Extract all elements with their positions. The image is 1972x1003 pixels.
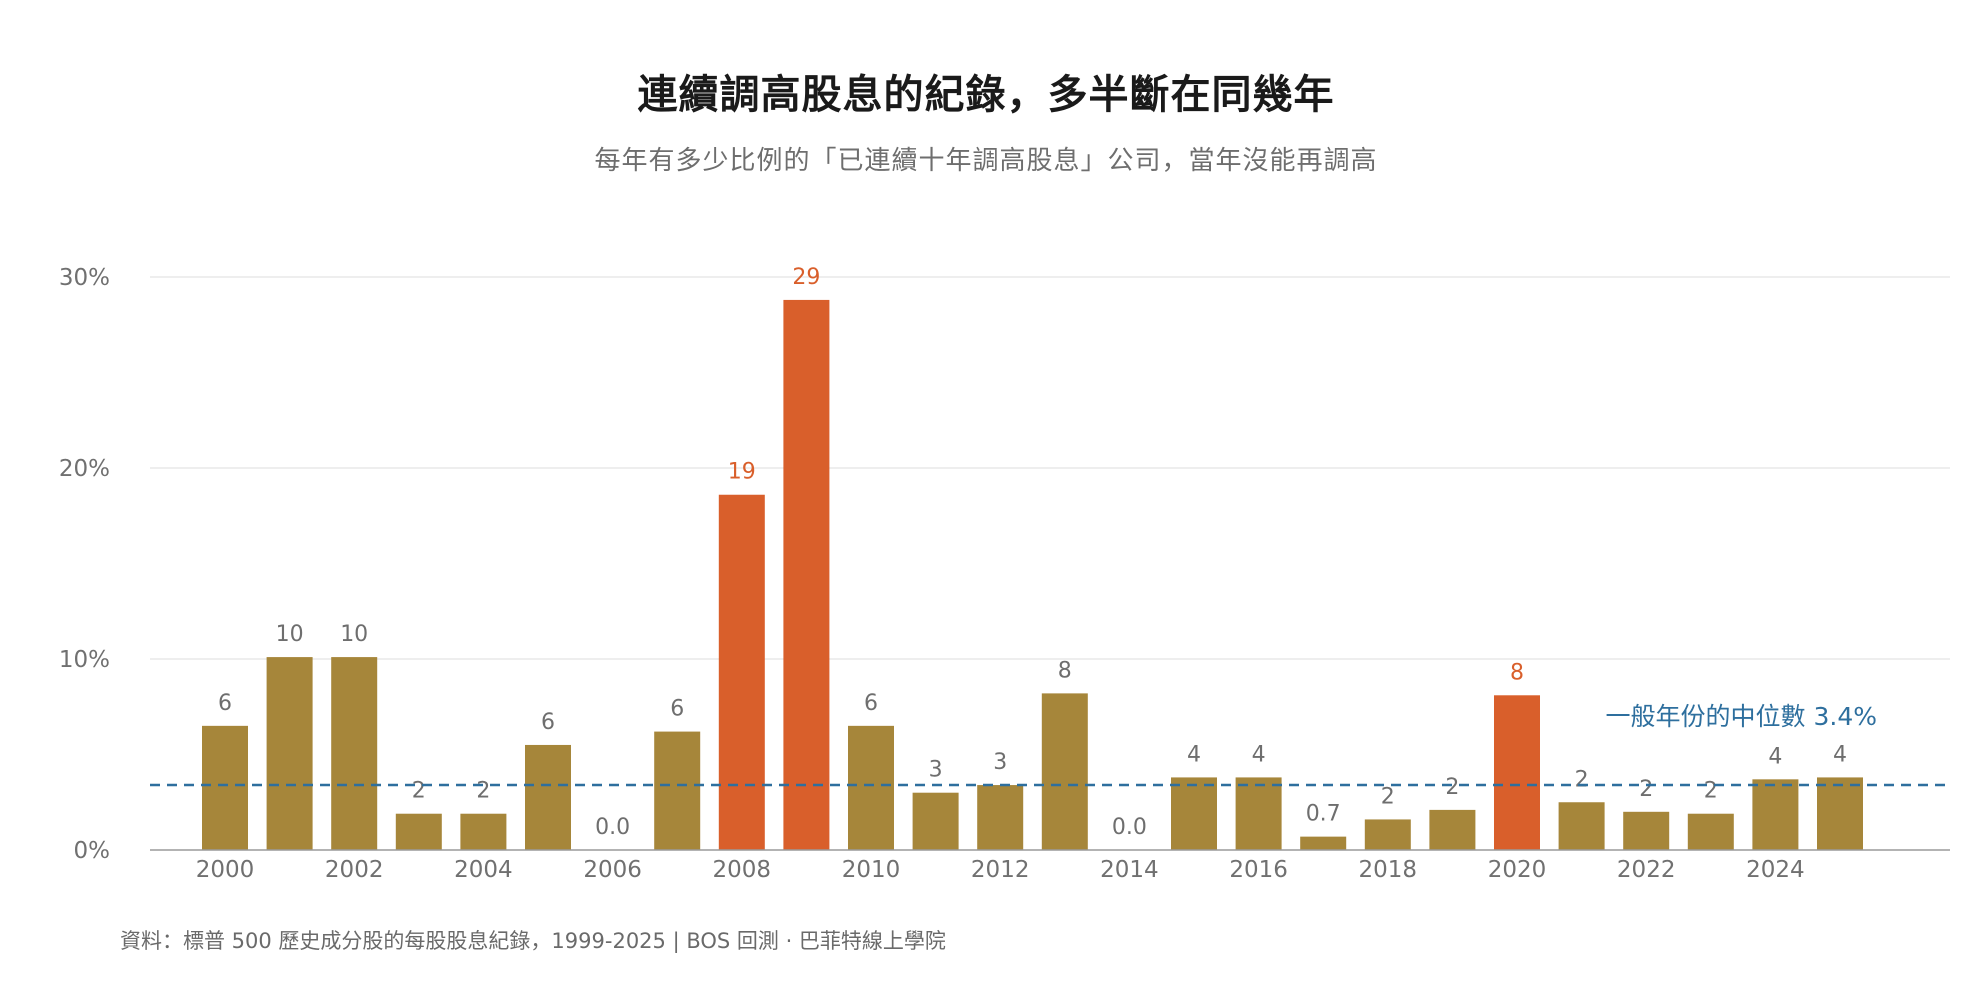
bar	[977, 785, 1024, 850]
data-label: 0.0	[1112, 815, 1147, 840]
bar	[266, 657, 313, 850]
data-label: 8	[1510, 660, 1524, 685]
bar	[1494, 695, 1540, 850]
median-line-group: 一般年份的中位數 3.4%	[150, 702, 1950, 787]
y-tick-label: 0%	[74, 838, 111, 864]
bar	[1558, 802, 1605, 850]
data-label: 2	[476, 779, 490, 804]
data-label: 2	[1381, 784, 1395, 809]
data-label: 2	[1575, 767, 1589, 792]
bar	[1171, 777, 1217, 850]
bars	[202, 299, 1863, 850]
bar	[1687, 813, 1734, 850]
x-tick-label: 2006	[583, 857, 642, 883]
data-label: 8	[1058, 658, 1072, 683]
data-label: 3	[993, 750, 1007, 775]
y-tick-label: 10%	[59, 647, 110, 673]
source-note: 資料：標普 500 歷史成分股的每股股息紀錄，1999-2025 | BOS 回…	[120, 929, 946, 953]
x-tick-label: 2002	[325, 857, 384, 883]
data-label: 3	[929, 758, 943, 783]
data-label: 10	[340, 622, 368, 647]
bar	[395, 813, 442, 850]
data-label: 6	[541, 710, 555, 735]
data-label: 29	[792, 265, 820, 290]
bar	[460, 813, 507, 850]
chart-title: 連續調高股息的紀錄，多半斷在同幾年	[637, 72, 1335, 118]
bar	[1817, 777, 1863, 850]
x-tick-label: 2022	[1617, 857, 1676, 883]
bar	[1623, 811, 1670, 850]
x-tick-label: 2000	[196, 857, 255, 883]
bar	[1429, 809, 1476, 850]
bar	[783, 299, 830, 850]
bar	[718, 494, 765, 850]
bar	[1364, 819, 1411, 850]
data-label: 6	[670, 697, 684, 722]
y-tick-label: 30%	[59, 265, 110, 291]
data-label: 19	[728, 460, 756, 485]
axes: 0% 10% 20% 30% 2000 2002 2004 2006 2008 2010 2012 2…	[59, 265, 1950, 883]
x-tick-label: 2014	[1100, 857, 1159, 883]
bar	[1752, 779, 1799, 850]
median-label: 一般年份的中位數 3.4%	[1606, 702, 1877, 731]
x-tick-label: 2004	[454, 857, 513, 883]
data-label: 2	[412, 779, 426, 804]
data-label: 2	[1445, 775, 1459, 800]
gridlines	[150, 276, 1950, 660]
x-tick-label: 2018	[1359, 857, 1418, 883]
bar	[848, 725, 894, 850]
bar	[525, 744, 571, 850]
data-labels: 6 10 10 2 2 6 0.0 6 19 29 6 3 3 8 0.0 4 4 0.7 2 2 8 2 2 2 4 4	[218, 265, 1847, 840]
bar	[1300, 836, 1347, 850]
y-tick-label: 20%	[59, 456, 110, 482]
x-tick-label: 2016	[1229, 857, 1288, 883]
x-tick-label: 2008	[713, 857, 772, 883]
data-label: 4	[1833, 742, 1847, 767]
data-label: 4	[1768, 744, 1782, 769]
bar	[654, 731, 701, 850]
data-label: 6	[864, 691, 878, 716]
data-label: 10	[276, 622, 304, 647]
bar	[331, 657, 378, 850]
data-label: 4	[1187, 742, 1201, 767]
x-tick-label: 2020	[1488, 857, 1547, 883]
bar	[1235, 777, 1282, 850]
data-label: 4	[1252, 742, 1266, 767]
data-label: 6	[218, 691, 232, 716]
data-label: 2	[1704, 779, 1718, 804]
x-tick-label: 2012	[971, 857, 1030, 883]
x-tick-label: 2010	[842, 857, 901, 883]
data-label: 0.7	[1306, 802, 1341, 827]
chart-subtitle: 每年有多少比例的「已連續十年調高股息」公司，當年沒能再調高	[594, 146, 1378, 176]
data-label: 0.0	[595, 815, 630, 840]
bar	[202, 725, 248, 850]
data-label: 2	[1639, 777, 1653, 802]
bar	[1041, 693, 1088, 850]
bar	[912, 792, 959, 850]
x-tick-label: 2024	[1746, 857, 1805, 883]
